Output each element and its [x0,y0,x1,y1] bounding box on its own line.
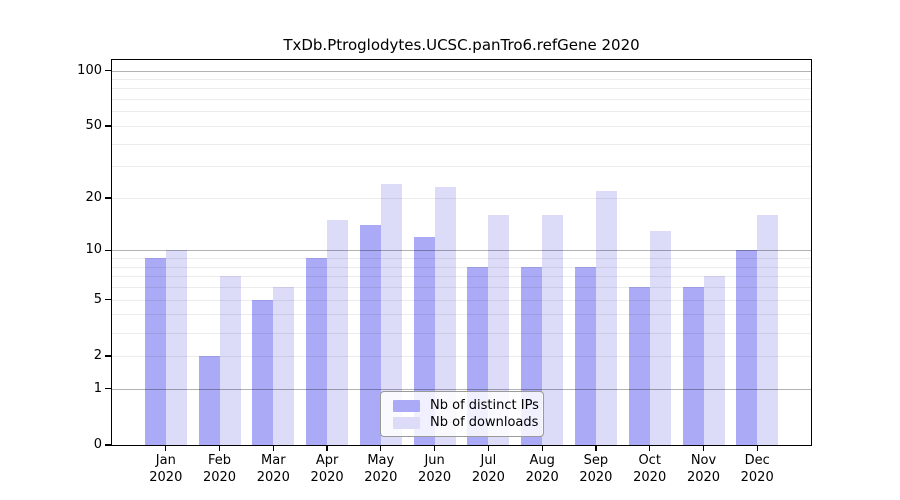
gridline-minor-60 [112,111,811,113]
bar-dec-downloads [757,215,779,445]
gridline-minor-3 [112,332,811,334]
y-tick-5 [105,298,111,301]
x-tick-aug [541,446,543,451]
bar-jun-downloads [434,187,456,445]
gridline-minor-80 [112,88,811,90]
bar-feb-downloads [219,276,241,445]
gridline-minor-7 [112,276,811,278]
x-tick-nov [702,446,705,451]
x-tick-mar [272,446,274,451]
gridline-major-100 [112,70,811,72]
plot-area [112,60,811,445]
bar-oct-distinct-ips [628,287,650,445]
bar-may-distinct-ips [359,225,381,445]
gridline-minor-30 [112,166,811,168]
bar-jan-distinct-ips [144,258,166,445]
y-tick-label-2: 2 [93,347,102,363]
x-tick-label-jul: Jul 2020 [471,453,505,485]
bar-apr-downloads [327,220,349,445]
y-tick-label-100: 100 [77,62,102,78]
x-tick-label-jan: Jan 2020 [149,453,183,485]
bar-nov-downloads [703,276,725,445]
gridline-minor-20 [112,198,811,199]
x-tick-oct [649,446,651,451]
y-tick-20 [105,197,111,199]
legend-swatch-downloads [393,416,420,429]
y-tick-label-0: 0 [93,437,102,452]
gridline-minor-8 [112,266,811,268]
bar-dec-distinct-ips [736,250,758,445]
gridline-minor-70 [112,99,811,101]
legend-swatch-distinct-ips [393,399,420,412]
bar-aug-downloads [542,215,564,445]
y-tick-10 [105,249,111,252]
gridline-minor-4 [112,314,811,316]
x-tick-label-mar: Mar 2020 [256,453,290,485]
bar-apr-distinct-ips [306,258,328,445]
x-tick-sep [595,446,597,451]
gridline-minor-5 [112,299,811,301]
chart-title: TxDb.Ptroglodytes.UCSC.panTro6.refGene 2… [283,36,640,54]
y-tick-label-5: 5 [93,291,102,307]
x-tick-label-dec: Dec 2020 [740,453,774,485]
bar-nov-distinct-ips [682,287,704,445]
y-tick-label-50: 50 [85,118,102,133]
x-tick-apr [326,446,328,451]
x-tick-jun [433,446,436,451]
x-tick-jan [165,446,167,451]
x-tick-label-nov: Nov 2020 [686,453,721,485]
gridline-minor-50 [112,126,811,127]
x-tick-label-oct: Oct 2020 [633,453,667,485]
y-tick-2 [105,355,111,357]
x-tick-label-may: May 2020 [364,453,398,485]
y-tick-100 [105,69,111,72]
x-tick-dec [756,446,758,451]
x-tick-label-aug: Aug 2020 [525,453,559,485]
bar-jul-downloads [488,215,510,445]
gridline-minor-9 [112,258,811,260]
x-tick-feb [218,446,221,451]
legend-label-downloads: Nb of downloads [430,414,539,430]
y-tick-label-20: 20 [85,190,102,205]
y-tick-1 [105,388,111,390]
bar-sep-downloads [595,190,617,445]
x-tick-jul [487,446,490,451]
legend: Nb of distinct IPs Nb of downloads [380,391,544,437]
y-tick-label-1: 1 [93,380,102,396]
bar-jan-downloads [165,250,187,445]
gridline-minor-2 [112,355,811,357]
x-tick-label-apr: Apr 2020 [310,453,344,485]
bar-mar-distinct-ips [252,299,274,445]
x-tick-label-jun: Jun 2020 [418,453,452,485]
legend-label-distinct-ips: Nb of distinct IPs [430,397,539,413]
y-tick-label-10: 10 [85,242,102,258]
bar-may-downloads [380,183,402,445]
x-tick-label-feb: Feb 2020 [202,453,237,485]
gridline-minor-40 [112,143,811,145]
legend-item-downloads: Nb of downloads [393,414,543,431]
x-tick-may [380,446,382,451]
gridline-major-1 [112,388,811,390]
gridline-minor-90 [112,79,811,80]
gridline-major-10 [112,250,811,252]
bar-oct-downloads [649,230,671,445]
x-tick-label-sep: Sep 2020 [579,453,613,485]
bar-sep-distinct-ips [574,266,596,445]
y-tick-0 [105,444,111,446]
bar-feb-distinct-ips [198,355,220,445]
y-tick-50 [105,125,111,127]
legend-item-distinct-ips: Nb of distinct IPs [393,397,543,414]
bar-mar-downloads [273,287,295,445]
gridline-minor-6 [112,287,811,289]
